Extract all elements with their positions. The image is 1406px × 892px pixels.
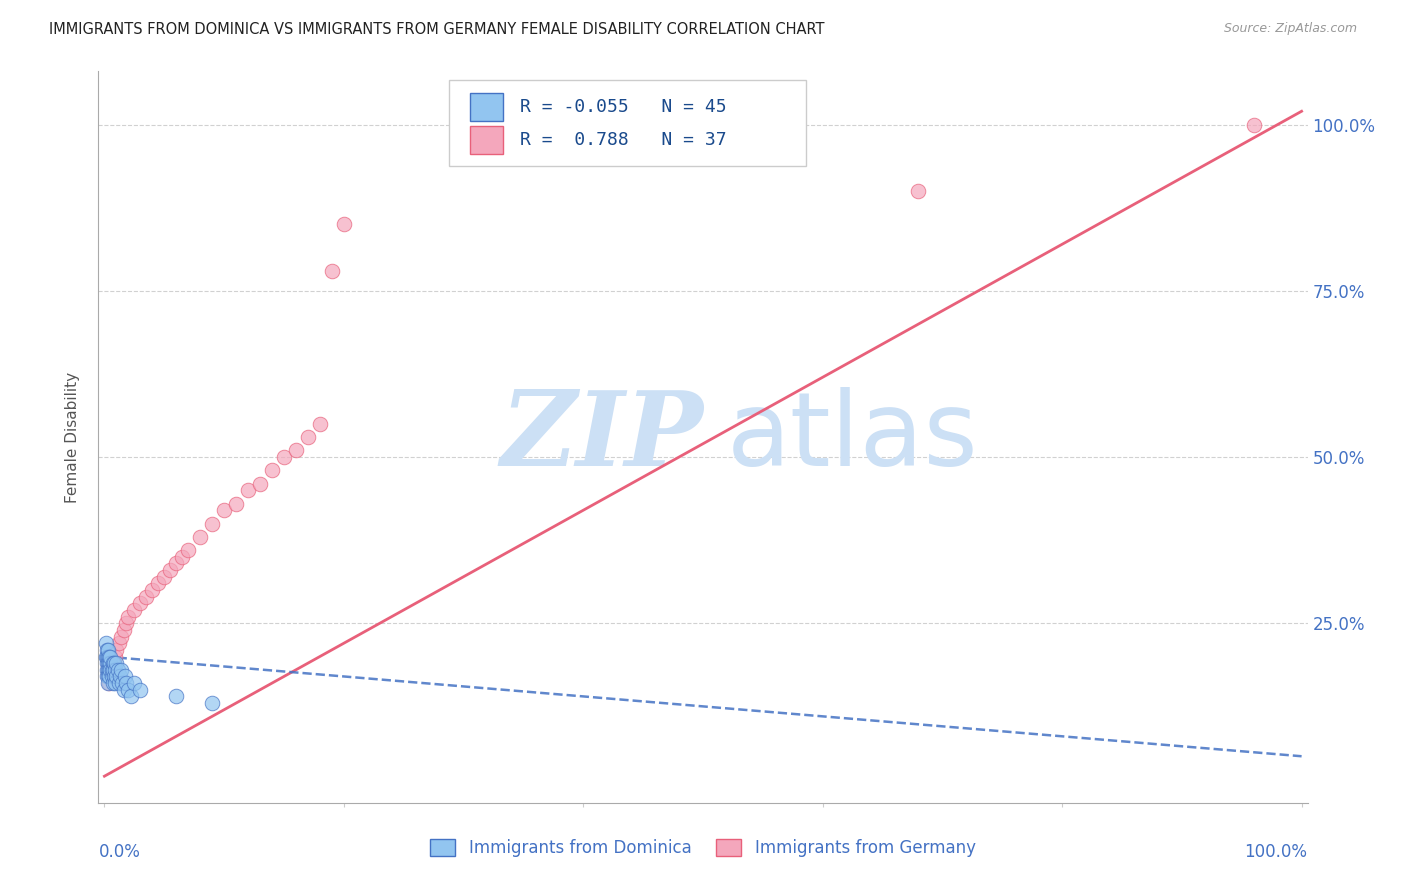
Point: [97, 649, 120, 664]
Point: [273, 450, 295, 464]
Point: [112, 623, 135, 637]
Y-axis label: Female Disability: Female Disability: [65, 371, 80, 503]
Point: [104, 649, 127, 664]
Point: [107, 636, 129, 650]
Point: [236, 483, 259, 498]
Point: [110, 663, 132, 677]
Point: [141, 582, 163, 597]
Point: [103, 656, 125, 670]
Point: [177, 543, 200, 558]
Point: [108, 669, 131, 683]
Point: [100, 663, 122, 677]
Point: [165, 690, 187, 704]
Text: 100.0%: 100.0%: [1244, 843, 1308, 861]
Point: [98, 649, 121, 664]
Point: [165, 557, 187, 571]
Text: IMMIGRANTS FROM DOMINICA VS IMMIGRANTS FROM GERMANY FEMALE DISABILITY CORRELATIO: IMMIGRANTS FROM DOMINICA VS IMMIGRANTS F…: [49, 22, 825, 37]
Point: [333, 217, 356, 231]
Point: [98, 676, 121, 690]
Point: [97, 669, 120, 683]
Point: [115, 676, 138, 690]
Point: [100, 669, 122, 683]
Point: [907, 184, 929, 198]
Point: [97, 676, 120, 690]
FancyBboxPatch shape: [470, 94, 503, 121]
Point: [124, 603, 146, 617]
Point: [104, 663, 127, 677]
Point: [97, 643, 120, 657]
Point: [100, 669, 122, 683]
Point: [103, 669, 125, 683]
Point: [284, 443, 307, 458]
Point: [94, 649, 117, 664]
Point: [101, 656, 124, 670]
Legend: Immigrants from Dominica, Immigrants from Germany: Immigrants from Dominica, Immigrants fro…: [423, 832, 983, 864]
Point: [188, 530, 211, 544]
Point: [110, 630, 132, 644]
Point: [225, 497, 247, 511]
FancyBboxPatch shape: [470, 126, 503, 154]
Point: [129, 682, 152, 697]
Point: [96, 656, 118, 670]
Point: [98, 656, 121, 670]
Text: 0.0%: 0.0%: [98, 843, 141, 861]
Point: [105, 643, 128, 657]
Point: [100, 656, 122, 670]
Point: [117, 682, 139, 697]
Point: [104, 676, 127, 690]
FancyBboxPatch shape: [449, 80, 806, 167]
Point: [97, 656, 120, 670]
Point: [148, 576, 170, 591]
Point: [201, 696, 224, 710]
Point: [1243, 118, 1265, 132]
Point: [117, 609, 139, 624]
Point: [98, 663, 121, 677]
Point: [96, 649, 118, 664]
Point: [249, 476, 271, 491]
Point: [100, 663, 122, 677]
Point: [321, 264, 343, 278]
Point: [107, 676, 129, 690]
Text: R =  0.788   N = 37: R = 0.788 N = 37: [520, 131, 727, 149]
Point: [96, 663, 118, 677]
Point: [97, 663, 120, 677]
Point: [112, 682, 135, 697]
Point: [135, 590, 157, 604]
Point: [96, 669, 118, 683]
Point: [103, 656, 125, 670]
Point: [114, 669, 136, 683]
Point: [212, 503, 235, 517]
Point: [111, 676, 134, 690]
Point: [172, 549, 194, 564]
Text: Source: ZipAtlas.com: Source: ZipAtlas.com: [1223, 22, 1357, 36]
Point: [124, 676, 146, 690]
Point: [105, 669, 128, 683]
Point: [260, 463, 283, 477]
Point: [105, 656, 128, 670]
Point: [129, 596, 152, 610]
Point: [101, 663, 124, 677]
Point: [153, 570, 176, 584]
Point: [94, 636, 117, 650]
Point: [101, 676, 124, 690]
Point: [100, 649, 122, 664]
Point: [115, 616, 138, 631]
Text: ZIP: ZIP: [501, 386, 703, 488]
Point: [107, 663, 129, 677]
Point: [297, 430, 319, 444]
Point: [201, 516, 224, 531]
Point: [159, 563, 181, 577]
Text: atlas: atlas: [727, 386, 979, 488]
Point: [309, 417, 332, 431]
Point: [100, 663, 122, 677]
Point: [98, 669, 121, 683]
Text: R = -0.055   N = 45: R = -0.055 N = 45: [520, 98, 727, 116]
Point: [101, 663, 124, 677]
Point: [96, 643, 118, 657]
Point: [120, 690, 142, 704]
